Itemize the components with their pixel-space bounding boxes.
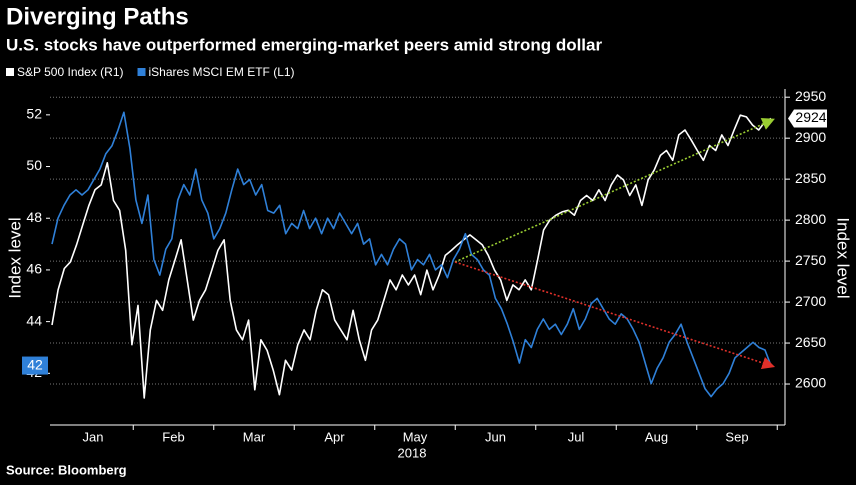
x-tick-label: Jun — [485, 429, 506, 444]
x-tick-label: Jan — [83, 429, 104, 444]
trend-arrow-up — [454, 118, 775, 263]
x-tick-label: Sep — [725, 429, 748, 444]
x-tick-label: May — [403, 429, 428, 444]
x-tick-label: Feb — [162, 429, 184, 444]
y2-tick-label: 2900 — [795, 129, 826, 145]
y2-tick-label: 2850 — [795, 170, 826, 186]
y-axis-label: Index level — [5, 217, 24, 298]
x-axis-label: 2018 — [398, 445, 427, 460]
y2-tick-label: 2800 — [795, 211, 826, 227]
y-tick-label: 46 — [26, 261, 42, 277]
chart-title: Diverging Paths — [6, 3, 189, 30]
y-tick-label: 48 — [26, 209, 42, 225]
y2-axis-label: Index level — [834, 217, 853, 298]
legend-label: S&P 500 Index (R1) — [17, 65, 124, 79]
y2-tick-label: 2650 — [795, 334, 826, 350]
x-tick-label: Apr — [324, 429, 345, 444]
source: Source: Bloomberg — [6, 462, 127, 477]
y-tick-label: 52 — [26, 106, 42, 122]
legend-swatch — [137, 68, 146, 76]
series-line — [51, 111, 772, 398]
x-tick-label: Aug — [645, 429, 668, 444]
last-value-box — [788, 109, 827, 128]
legend-swatch — [6, 68, 14, 76]
y-tick-label: 50 — [26, 157, 42, 173]
y-tick-label: 44 — [26, 312, 42, 328]
legend-label: iShares MSCI EM ETF (L1) — [149, 65, 295, 79]
y2-tick-label: 2700 — [795, 293, 826, 309]
last-value-box — [22, 356, 48, 375]
y2-tick-label: 2750 — [795, 252, 826, 268]
y2-tick-label: 2950 — [795, 88, 826, 104]
x-tick-label: Jul — [568, 429, 585, 444]
last-value-label: 42 — [27, 356, 43, 372]
last-value-label: 2924 — [795, 109, 826, 125]
chart-subtitle: U.S. stocks have outperformed emerging-m… — [6, 35, 602, 54]
series-line — [51, 114, 772, 399]
y2-tick-label: 2600 — [795, 375, 826, 391]
x-tick-label: Mar — [243, 429, 266, 444]
